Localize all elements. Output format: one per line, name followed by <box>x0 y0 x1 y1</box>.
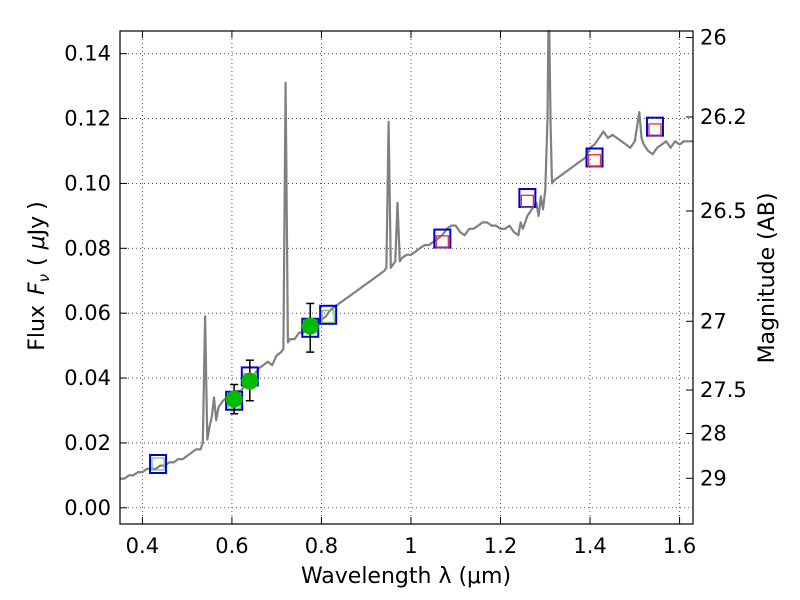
right-tick-label: 29 <box>700 466 727 490</box>
y-tick-label: 0.08 <box>64 236 111 260</box>
right-tick-label: 27 <box>700 309 727 333</box>
y-axis-label-close: ) <box>25 201 50 210</box>
y-tick-label: 0.12 <box>64 107 111 131</box>
measured-flux-point <box>225 390 243 408</box>
y-tick-label: 0.10 <box>64 171 111 195</box>
x-tick-label: 1 <box>404 534 417 558</box>
measured-flux-point <box>301 317 319 335</box>
x-tick-label: 0.4 <box>126 534 159 558</box>
model-photometry-square <box>435 235 449 249</box>
right-tick-label: 27.5 <box>700 378 747 402</box>
plot-frame <box>119 30 694 525</box>
right-tick-label: 26.5 <box>700 199 747 223</box>
model-photometry-square <box>151 457 165 471</box>
x-tick-label: 0.8 <box>305 534 338 558</box>
y-tick-label: 0.14 <box>64 42 111 66</box>
right-axis-ticks: 26 26.2 26.5 27 27.5 28 29 <box>686 25 747 490</box>
y-axis-label-prefix: Flux <box>25 305 50 351</box>
y-tick-label: 0.04 <box>64 366 111 390</box>
y-axis-label-symbol: F <box>25 282 50 295</box>
y-tick-label: 0.06 <box>64 301 111 325</box>
y-axis-label-subscript: ν <box>35 274 53 282</box>
x-axis-label: Wavelength λ (μm) <box>301 564 511 589</box>
y-tick-label: 0.00 <box>64 496 111 520</box>
right-tick-label: 28 <box>700 422 727 446</box>
x-axis-ticks: 0.4 0.6 0.8 1 1.2 1.4 1.6 <box>126 31 696 558</box>
right-axis-label: Magnitude (AB) <box>755 193 780 364</box>
right-tick-label: 26 <box>700 25 727 49</box>
y-axis-label-unit-symbol: μ <box>25 235 50 250</box>
spectrum-layer <box>120 29 693 480</box>
x-tick-label: 1.4 <box>573 534 606 558</box>
model-spectrum-line <box>120 29 693 480</box>
y-axis-label-open: ( <box>25 257 50 266</box>
model-photometry-square <box>321 309 335 324</box>
y-axis-ticks: 0.00 0.02 0.04 0.06 0.08 0.10 0.12 0.14 <box>64 42 127 520</box>
photometry-box <box>319 304 338 325</box>
right-tick-label: 26.2 <box>700 105 747 129</box>
marker-layer <box>149 116 664 474</box>
y-axis-label-unit: Jy <box>25 216 50 238</box>
x-tick-label: 0.6 <box>215 534 248 558</box>
y-tick-label: 0.02 <box>64 431 111 455</box>
model-photometry-square <box>648 123 662 137</box>
grid <box>120 31 693 524</box>
y-axis-label: Flux Fν ( μJy) <box>25 201 53 350</box>
x-tick-label: 1.2 <box>484 534 517 558</box>
x-tick-label: 1.6 <box>663 534 696 558</box>
model-photometry-square <box>587 154 602 168</box>
photometry-box <box>149 453 168 474</box>
model-photometry-square <box>520 194 535 208</box>
measured-flux-point <box>241 372 259 390</box>
